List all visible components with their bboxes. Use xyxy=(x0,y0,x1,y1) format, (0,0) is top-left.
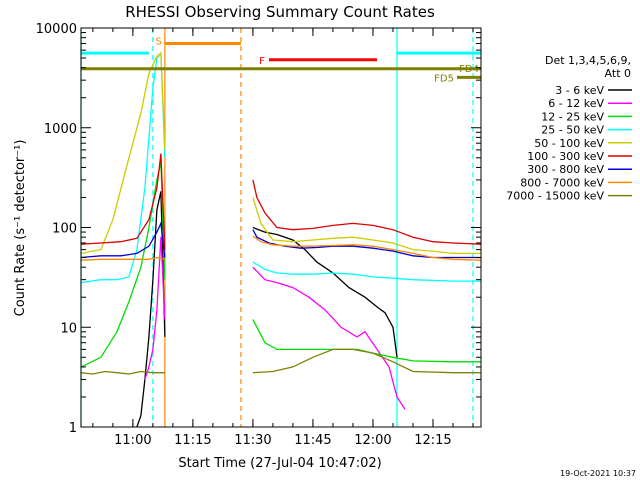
legend-label-1: 6 - 12 keV xyxy=(548,97,604,110)
x-tick-label-2: 11:30 xyxy=(234,433,271,448)
legend-label-5: 100 - 300 keV xyxy=(527,150,604,163)
y-axis-title: Count Rate (s⁻¹ detector⁻¹) xyxy=(13,140,28,317)
series-line-5-1 xyxy=(252,179,482,245)
legend-label-7: 800 - 7000 keV xyxy=(520,176,604,189)
annotation-fd5: FD5 xyxy=(434,73,454,84)
annotation-f: F xyxy=(259,56,265,67)
legend-label-4: 50 - 100 keV xyxy=(534,137,604,150)
series-line-7-1 xyxy=(252,235,482,261)
x-tick-label-0: 11:00 xyxy=(114,433,151,448)
x-tick-label-1: 11:15 xyxy=(174,433,211,448)
series-line-4-0 xyxy=(80,51,166,255)
series-line-5-0 xyxy=(80,153,166,250)
series-line-7-0 xyxy=(80,256,166,261)
legend-label-3: 25 - 50 keV xyxy=(541,124,604,137)
series-line-0-0 xyxy=(136,191,166,428)
series-line-8-1 xyxy=(252,348,481,374)
series-line-3-0 xyxy=(80,51,166,284)
legend-label-0: 3 - 6 keV xyxy=(555,84,604,97)
y-tick-label-3: 1000 xyxy=(44,122,77,137)
legend-label-6: 300 - 800 keV xyxy=(527,163,604,176)
series-line-4-1 xyxy=(252,197,481,255)
series-line-6-0 xyxy=(80,221,166,259)
y-tick-label-2: 100 xyxy=(52,222,77,237)
annotation-fd4: FD4 xyxy=(459,64,479,75)
series-line-8-0 xyxy=(80,370,165,375)
legend-label-8: 7000 - 15000 keV xyxy=(506,190,604,203)
series-line-1-0 xyxy=(144,237,166,380)
x-tick-label-5: 12:15 xyxy=(414,433,451,448)
chart-title: RHESSI Observing Summary Count Rates xyxy=(125,3,435,21)
footer-timestamp: 19-Oct-2021 10:37 xyxy=(560,469,636,478)
x-axis-title: Start Time (27-Jul-04 10:47:02) xyxy=(178,456,381,471)
legend-header-0: Det 1,3,4,5,6,9, xyxy=(545,54,631,67)
y-tick-label-0: 1 xyxy=(69,421,77,436)
legend-header-1: Att 0 xyxy=(605,67,631,80)
series-line-1-1 xyxy=(252,266,406,410)
legend-label-2: 12 - 25 keV xyxy=(541,110,604,123)
x-tick-label-3: 11:45 xyxy=(294,433,331,448)
annotation-s: S xyxy=(156,36,162,47)
y-tick-label-4: 10000 xyxy=(36,22,77,37)
x-tick-label-4: 12:00 xyxy=(354,433,391,448)
series-line-3-1 xyxy=(252,261,481,282)
y-tick-label-1: 10 xyxy=(60,321,77,336)
